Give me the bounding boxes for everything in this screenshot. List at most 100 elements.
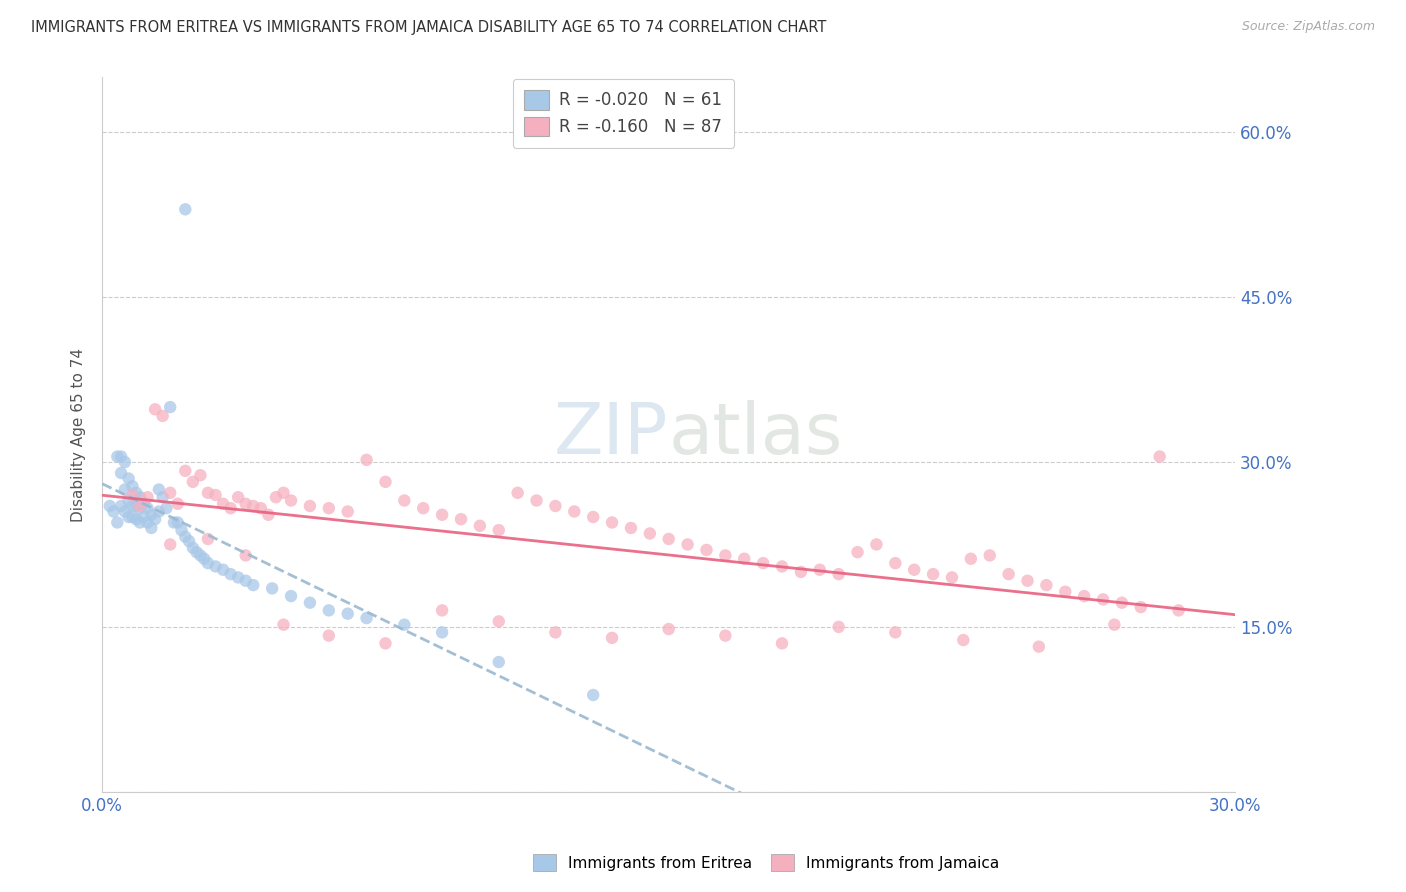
Point — [148, 483, 170, 497]
Point — [394, 617, 416, 632]
Point — [336, 607, 359, 621]
Point — [166, 516, 188, 530]
Point — [141, 508, 163, 522]
Point — [197, 556, 219, 570]
Y-axis label: Disability Age 65 to 74: Disability Age 65 to 74 — [72, 348, 86, 522]
Point — [212, 497, 235, 511]
Point — [298, 596, 321, 610]
Text: IMMIGRANTS FROM ERITREA VS IMMIGRANTS FROM JAMAICA DISABILITY AGE 65 TO 74 CORRE: IMMIGRANTS FROM ERITREA VS IMMIGRANTS FR… — [31, 20, 827, 35]
Point — [148, 504, 170, 518]
Point — [242, 578, 264, 592]
Point — [242, 499, 264, 513]
Point — [1035, 578, 1057, 592]
Legend: Immigrants from Eritrea, Immigrants from Jamaica: Immigrants from Eritrea, Immigrants from… — [527, 848, 1005, 877]
Point — [979, 549, 1001, 563]
Legend: R = -0.020   N = 61, R = -0.160   N = 87: R = -0.020 N = 61, R = -0.160 N = 87 — [513, 78, 734, 148]
Point — [219, 501, 242, 516]
Point — [468, 518, 491, 533]
Point — [884, 625, 907, 640]
Point — [600, 516, 623, 530]
Point — [620, 521, 643, 535]
Point — [110, 466, 132, 480]
Point — [204, 488, 226, 502]
Point — [298, 499, 321, 513]
Point — [190, 549, 212, 563]
Point — [170, 523, 193, 537]
Point — [450, 512, 472, 526]
Point — [103, 504, 125, 518]
Point — [770, 636, 793, 650]
Point — [152, 490, 174, 504]
Point — [714, 629, 737, 643]
Point — [952, 633, 974, 648]
Point — [219, 567, 242, 582]
Point — [318, 603, 340, 617]
Point — [562, 504, 585, 518]
Point — [600, 631, 623, 645]
Point — [374, 636, 396, 650]
Point — [125, 499, 148, 513]
Point — [114, 483, 136, 497]
Point — [884, 556, 907, 570]
Point — [658, 532, 681, 546]
Point — [903, 563, 925, 577]
Point — [412, 501, 434, 516]
Point — [960, 551, 983, 566]
Point — [336, 504, 359, 518]
Point — [506, 485, 529, 500]
Point — [181, 541, 204, 555]
Point — [132, 497, 155, 511]
Point — [638, 526, 661, 541]
Point — [846, 545, 869, 559]
Point — [318, 629, 340, 643]
Point — [582, 688, 605, 702]
Point — [118, 510, 141, 524]
Point — [488, 615, 510, 629]
Point — [1167, 603, 1189, 617]
Point — [118, 493, 141, 508]
Point — [114, 455, 136, 469]
Point — [152, 409, 174, 423]
Point — [110, 450, 132, 464]
Point — [374, 475, 396, 489]
Point — [394, 493, 416, 508]
Point — [121, 479, 143, 493]
Point — [125, 485, 148, 500]
Point — [676, 537, 699, 551]
Point — [280, 493, 302, 508]
Point — [159, 485, 181, 500]
Point — [273, 485, 295, 500]
Point — [155, 501, 177, 516]
Point — [114, 504, 136, 518]
Text: atlas: atlas — [669, 401, 844, 469]
Point — [356, 611, 378, 625]
Point — [105, 450, 128, 464]
Point — [1129, 600, 1152, 615]
Point — [318, 501, 340, 516]
Point — [544, 499, 567, 513]
Point — [257, 508, 280, 522]
Point — [922, 567, 945, 582]
Point — [226, 570, 249, 584]
Point — [714, 549, 737, 563]
Point — [143, 402, 166, 417]
Text: Source: ZipAtlas.com: Source: ZipAtlas.com — [1241, 20, 1375, 33]
Point — [235, 574, 257, 588]
Point — [226, 490, 249, 504]
Point — [526, 493, 548, 508]
Point — [356, 453, 378, 467]
Point — [129, 516, 152, 530]
Point — [733, 551, 755, 566]
Point — [174, 202, 197, 217]
Point — [770, 559, 793, 574]
Point — [177, 534, 200, 549]
Point — [181, 475, 204, 489]
Point — [110, 499, 132, 513]
Point — [129, 499, 152, 513]
Point — [1111, 596, 1133, 610]
Point — [865, 537, 887, 551]
Point — [262, 582, 284, 596]
Point — [129, 490, 152, 504]
Point — [1073, 589, 1095, 603]
Point — [159, 537, 181, 551]
